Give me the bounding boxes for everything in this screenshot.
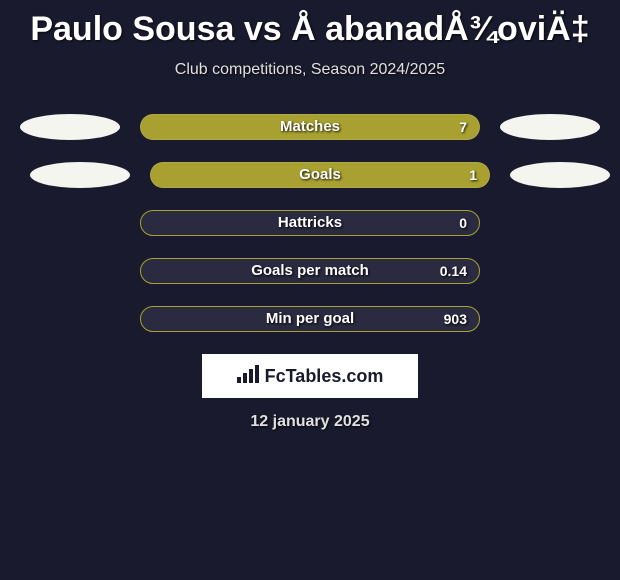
stat-value: 903 bbox=[444, 306, 467, 332]
stat-row: Min per goal903 bbox=[0, 306, 620, 332]
stat-bar-bg: Goals per match0.14 bbox=[140, 258, 480, 284]
brand-logo-text: FcTables.com bbox=[265, 366, 384, 387]
right-indicator-ellipse bbox=[510, 162, 610, 188]
stat-row: Goals per match0.14 bbox=[0, 258, 620, 284]
stat-bar-bg: Goals1 bbox=[150, 162, 490, 188]
stat-label: Matches bbox=[141, 114, 479, 140]
stat-bar-bg: Min per goal903 bbox=[140, 306, 480, 332]
stat-label: Goals per match bbox=[141, 258, 479, 284]
stat-bar: Matches7 bbox=[140, 114, 480, 140]
stat-bar: Goals per match0.14 bbox=[140, 258, 480, 284]
stat-bar: Hattricks0 bbox=[140, 210, 480, 236]
stat-row: Goals1 bbox=[0, 162, 620, 188]
stat-value: 7 bbox=[459, 114, 467, 140]
right-indicator-ellipse bbox=[500, 114, 600, 140]
brand-logo[interactable]: FcTables.com bbox=[202, 354, 418, 398]
page-title: Paulo Sousa vs Å abanadÅ¾oviÄ‡ bbox=[0, 10, 620, 49]
left-indicator-ellipse bbox=[20, 114, 120, 140]
stat-value: 0 bbox=[459, 210, 467, 236]
stat-bar: Goals1 bbox=[150, 162, 490, 188]
stat-bar-bg: Matches7 bbox=[140, 114, 480, 140]
stat-bar: Min per goal903 bbox=[140, 306, 480, 332]
chart-icon bbox=[237, 365, 259, 388]
stat-value: 0.14 bbox=[440, 258, 467, 284]
stat-label: Goals bbox=[151, 162, 489, 188]
stat-label: Min per goal bbox=[141, 306, 479, 332]
stat-label: Hattricks bbox=[141, 210, 479, 236]
stat-row: Matches7 bbox=[0, 114, 620, 140]
stat-row: Hattricks0 bbox=[0, 210, 620, 236]
stats-container: Matches7Goals1Hattricks0Goals per match0… bbox=[0, 114, 620, 332]
page-subtitle: Club competitions, Season 2024/2025 bbox=[0, 61, 620, 79]
left-indicator-ellipse bbox=[30, 162, 130, 188]
stat-bar-bg: Hattricks0 bbox=[140, 210, 480, 236]
date-label: 12 january 2025 bbox=[0, 413, 620, 431]
stat-value: 1 bbox=[469, 162, 477, 188]
comparison-widget: Paulo Sousa vs Å abanadÅ¾oviÄ‡ Club comp… bbox=[0, 0, 620, 441]
